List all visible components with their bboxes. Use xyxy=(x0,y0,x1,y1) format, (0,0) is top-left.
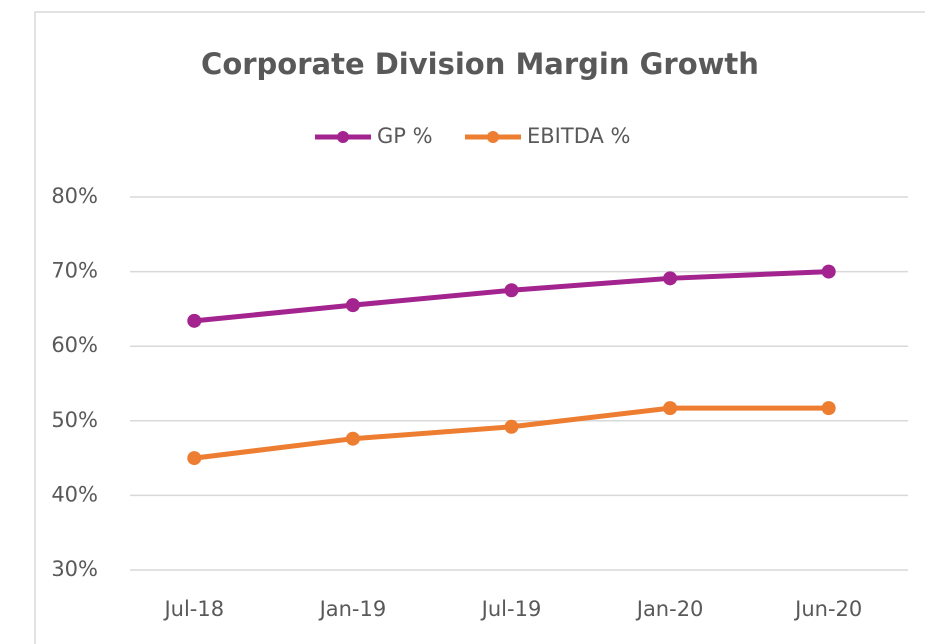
x-tick-label: Jul-18 xyxy=(162,597,224,621)
legend-marker xyxy=(337,131,349,143)
point xyxy=(345,298,360,313)
y-tick-label: 80% xyxy=(51,184,98,208)
chart-border xyxy=(34,11,925,644)
point xyxy=(663,271,678,286)
y-tick-label: 60% xyxy=(51,333,98,357)
point xyxy=(663,401,678,416)
point xyxy=(821,401,836,416)
point xyxy=(345,431,360,446)
x-tick-label: Jul-19 xyxy=(480,597,542,621)
point xyxy=(504,283,519,298)
x-tick-label: Jan-19 xyxy=(318,597,387,621)
y-tick-label: 50% xyxy=(51,408,98,432)
point xyxy=(504,419,519,434)
point xyxy=(187,451,202,466)
legend-label: EBITDA % xyxy=(527,124,631,148)
y-tick-label: 70% xyxy=(51,259,98,283)
y-tick-label: 40% xyxy=(51,482,98,506)
x-tick-label: Jan-20 xyxy=(635,597,704,621)
chart-title: Corporate Division Margin Growth xyxy=(201,47,759,81)
legend-label: GP % xyxy=(377,124,433,148)
point xyxy=(821,264,836,279)
point xyxy=(187,313,202,328)
legend-marker xyxy=(487,131,499,143)
y-tick-label: 30% xyxy=(51,557,98,581)
x-tick-label: Jun-20 xyxy=(793,597,862,621)
